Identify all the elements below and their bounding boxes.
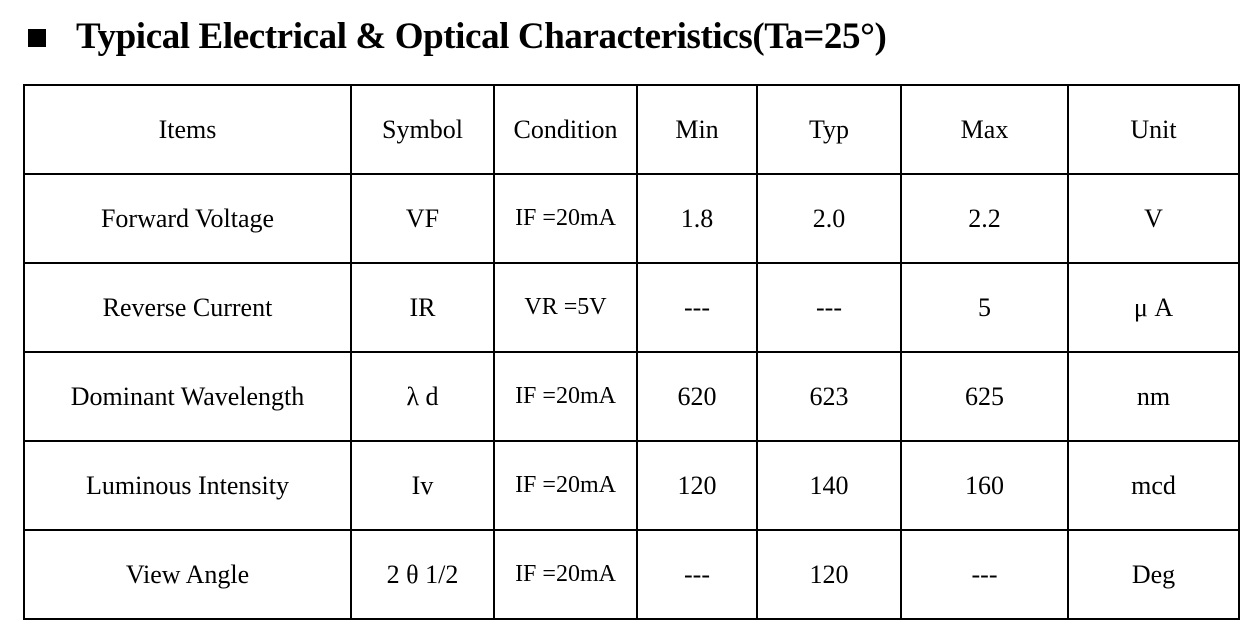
cell-max: 2.2	[900, 173, 1069, 264]
cell-condition: IF =20mA	[493, 529, 638, 620]
cell-min: 120	[636, 440, 758, 531]
cell-unit: nm	[1067, 351, 1240, 442]
header-max: Max	[900, 84, 1069, 175]
cell-unit: μ A	[1067, 262, 1240, 353]
cell-symbol: 2 θ 1/2	[350, 529, 495, 620]
cell-item: Dominant Wavelength	[23, 351, 352, 442]
cell-symbol: Iv	[350, 440, 495, 531]
header-typ: Typ	[756, 84, 902, 175]
header-min: Min	[636, 84, 758, 175]
cell-item: View Angle	[23, 529, 352, 620]
cell-max: 5	[900, 262, 1069, 353]
table-row: Reverse Current IR VR =5V --- --- 5 μ A	[23, 262, 1240, 353]
header-symbol: Symbol	[350, 84, 495, 175]
cell-typ: 140	[756, 440, 902, 531]
cell-typ: 2.0	[756, 173, 902, 264]
table-row: Forward Voltage VF IF =20mA 1.8 2.0 2.2 …	[23, 173, 1240, 264]
cell-item: Forward Voltage	[23, 173, 352, 264]
cell-min: 620	[636, 351, 758, 442]
section-heading: Typical Electrical & Optical Characteris…	[28, 10, 887, 62]
cell-condition: IF =20mA	[493, 440, 638, 531]
cell-condition: IF =20mA	[493, 173, 638, 264]
cell-condition: IF =20mA	[493, 351, 638, 442]
cell-symbol: λ d	[350, 351, 495, 442]
table-row: View Angle 2 θ 1/2 IF =20mA --- 120 --- …	[23, 529, 1240, 620]
table-header-row: Items Symbol Condition Min Typ Max Unit	[23, 84, 1240, 175]
cell-min: 1.8	[636, 173, 758, 264]
cell-max: 160	[900, 440, 1069, 531]
cell-item: Reverse Current	[23, 262, 352, 353]
header-condition: Condition	[493, 84, 638, 175]
cell-min: ---	[636, 529, 758, 620]
header-items: Items	[23, 84, 352, 175]
cell-min: ---	[636, 262, 758, 353]
cell-symbol: IR	[350, 262, 495, 353]
cell-item: Luminous Intensity	[23, 440, 352, 531]
cell-max: ---	[900, 529, 1069, 620]
cell-typ: 623	[756, 351, 902, 442]
cell-typ: ---	[756, 262, 902, 353]
square-bullet-icon	[28, 29, 46, 47]
table-row: Luminous Intensity Iv IF =20mA 120 140 1…	[23, 440, 1240, 531]
cell-typ: 120	[756, 529, 902, 620]
cell-unit: V	[1067, 173, 1240, 264]
cell-unit: Deg	[1067, 529, 1240, 620]
characteristics-table: Items Symbol Condition Min Typ Max Unit …	[23, 84, 1240, 620]
header-unit: Unit	[1067, 84, 1240, 175]
table-row: Dominant Wavelength λ d IF =20mA 620 623…	[23, 351, 1240, 442]
cell-symbol: VF	[350, 173, 495, 264]
cell-max: 625	[900, 351, 1069, 442]
cell-condition: VR =5V	[493, 262, 638, 353]
cell-unit: mcd	[1067, 440, 1240, 531]
section-title: Typical Electrical & Optical Characteris…	[76, 15, 887, 57]
